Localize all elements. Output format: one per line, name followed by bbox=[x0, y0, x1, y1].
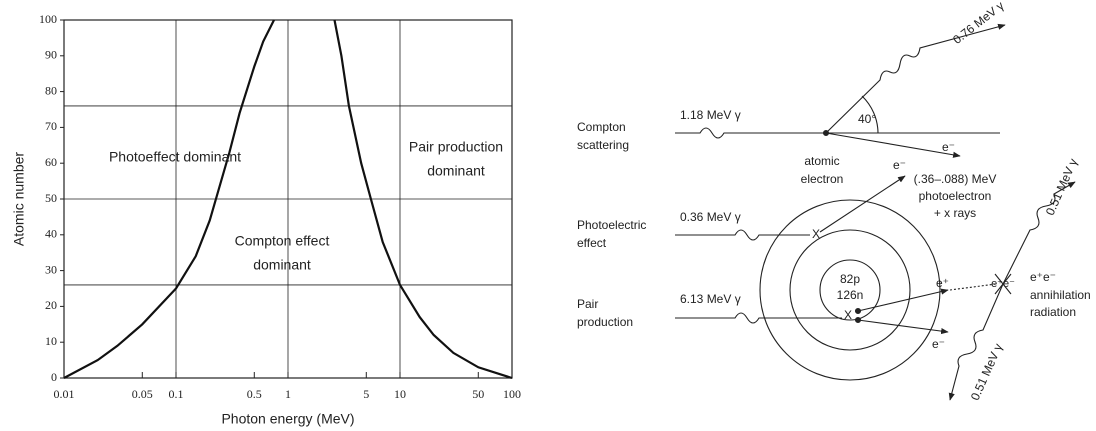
photon bbox=[675, 229, 810, 241]
label: (.36–.088) MeV bbox=[914, 172, 997, 186]
curve bbox=[333, 19, 513, 380]
photon bbox=[948, 283, 1004, 401]
label: effect bbox=[577, 236, 607, 250]
label: e⁻ bbox=[893, 158, 906, 172]
label: Compton bbox=[577, 120, 626, 134]
label: X bbox=[844, 308, 852, 322]
annotation: Compton effect bbox=[235, 233, 330, 249]
x-tick-label: 0.05 bbox=[132, 387, 153, 401]
annihilation-path bbox=[949, 283, 997, 291]
y-tick-label: 80 bbox=[45, 83, 57, 97]
label: 126n bbox=[837, 288, 864, 302]
label: Photoelectric bbox=[577, 218, 646, 232]
x-tick-label: 100 bbox=[503, 387, 521, 401]
shell bbox=[789, 229, 911, 351]
label: annihilation bbox=[1030, 288, 1091, 302]
label: radiation bbox=[1030, 305, 1076, 319]
y-tick-label: 20 bbox=[45, 298, 57, 312]
photon bbox=[1002, 181, 1076, 285]
diagram: Compton scattering 1.18 MeV γ 0.76 MeV γ… bbox=[577, 0, 1091, 403]
label: 0.36 MeV γ bbox=[680, 210, 741, 224]
label: scattering bbox=[577, 138, 629, 152]
label: 6.13 MeV γ bbox=[680, 292, 741, 306]
label: e⁻ bbox=[932, 337, 945, 351]
x-tick-label: 0.01 bbox=[54, 387, 75, 401]
label: e⁺e⁻ bbox=[1030, 270, 1056, 284]
annotation: Photoeffect dominant bbox=[109, 149, 241, 165]
label: electron bbox=[801, 172, 844, 186]
electron-path bbox=[819, 175, 906, 233]
y-tick-label: 0 bbox=[51, 370, 57, 384]
label: Pair bbox=[577, 297, 598, 311]
x-axis-label: Photon energy (MeV) bbox=[221, 411, 354, 427]
label: X bbox=[812, 227, 820, 241]
y-tick-label: 30 bbox=[45, 262, 57, 276]
x-tick-label: 50 bbox=[472, 387, 484, 401]
electron-path bbox=[825, 132, 961, 158]
photon bbox=[825, 23, 1006, 134]
positron-path bbox=[857, 288, 949, 312]
shell bbox=[819, 259, 881, 321]
label: 0.51 MeV γ bbox=[968, 341, 1005, 402]
label: 0.76 MeV γ bbox=[950, 0, 1006, 47]
angle-arc bbox=[861, 95, 879, 134]
annotation: Pair production bbox=[409, 139, 503, 155]
y-tick-label: 50 bbox=[45, 191, 57, 205]
x-tick-label: 1 bbox=[285, 387, 291, 401]
x-tick-label: 0.1 bbox=[169, 387, 184, 401]
y-tick-label: 60 bbox=[45, 155, 57, 169]
label: e⁺ bbox=[936, 276, 949, 290]
curve bbox=[63, 19, 275, 379]
photon bbox=[675, 312, 842, 324]
x-tick-label: 10 bbox=[394, 387, 406, 401]
label: production bbox=[577, 315, 633, 329]
label: photoelectron bbox=[919, 189, 992, 203]
y-tick-label: 70 bbox=[45, 119, 57, 133]
x-tick-label: 5 bbox=[363, 387, 369, 401]
y-tick-label: 90 bbox=[45, 48, 57, 62]
photon bbox=[675, 127, 826, 139]
label: 1.18 MeV γ bbox=[680, 108, 741, 122]
label: + x rays bbox=[934, 206, 976, 220]
label: e⁻ bbox=[942, 140, 955, 154]
annotation: dominant bbox=[253, 257, 311, 273]
y-tick-label: 100 bbox=[39, 12, 57, 26]
label: 0.51 MeV γ bbox=[1043, 156, 1080, 217]
label: 40° bbox=[858, 112, 876, 126]
y-tick-label: 40 bbox=[45, 227, 57, 241]
y-tick-label: 10 bbox=[45, 334, 57, 348]
label: atomic bbox=[804, 154, 839, 168]
annotation: dominant bbox=[427, 163, 485, 179]
label: 82p bbox=[840, 272, 860, 286]
x-tick-label: 0.5 bbox=[247, 387, 262, 401]
electron-path bbox=[857, 319, 949, 335]
y-axis-label: Atomic number bbox=[11, 152, 27, 246]
shell bbox=[759, 199, 941, 381]
